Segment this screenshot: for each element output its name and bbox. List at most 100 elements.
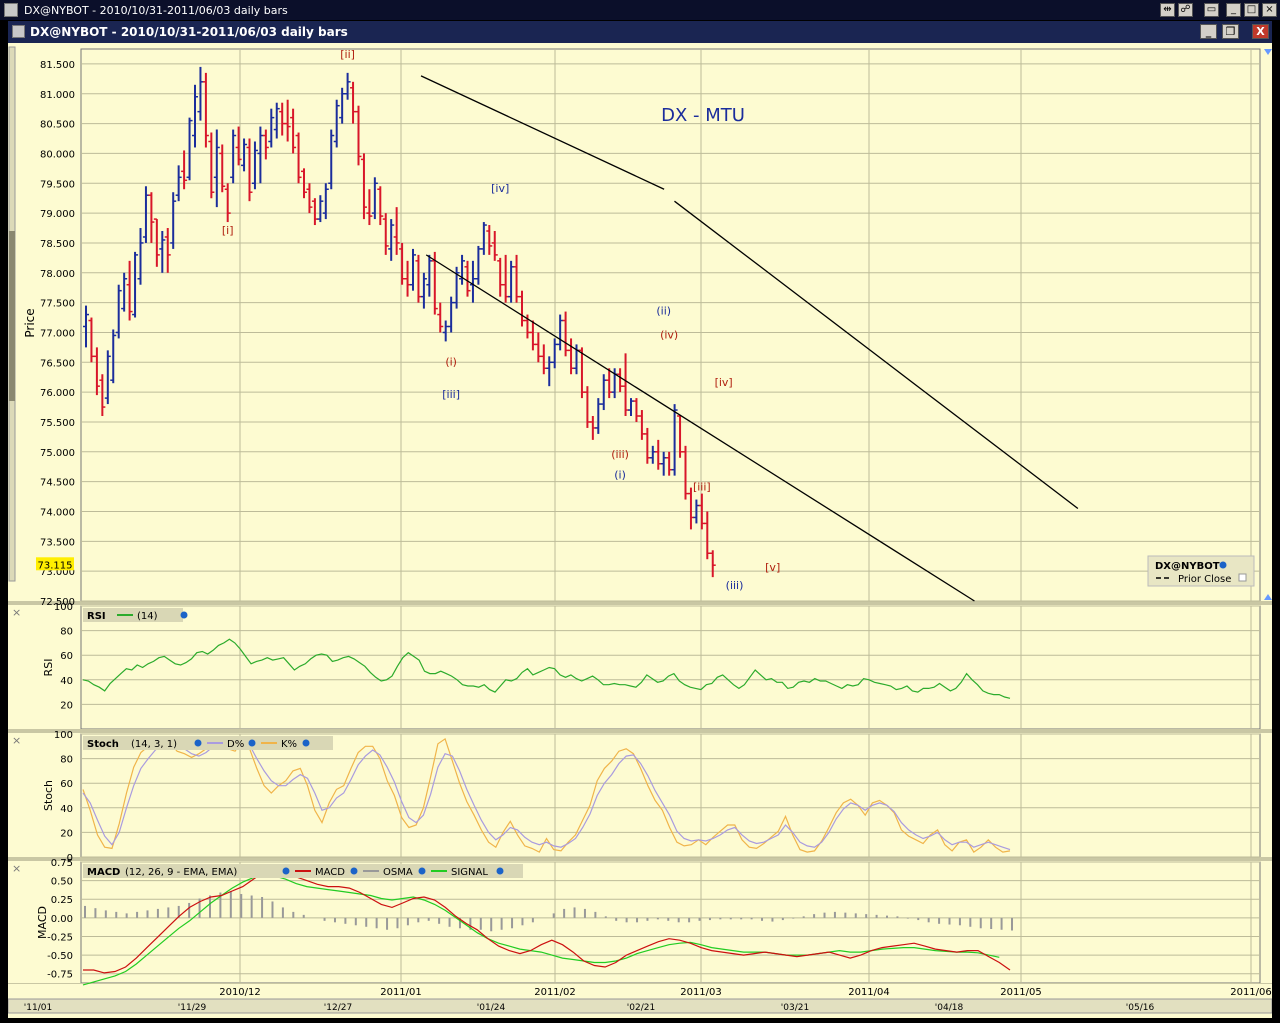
chart-canvas[interactable]: 72.500 73.000 73.500 74.000 74.500 75.000 75.5… — [7, 43, 1273, 1018]
legend-info-icon — [1219, 561, 1227, 569]
signal-line — [82, 874, 1000, 986]
rsi-axis-label: RSI — [42, 659, 55, 677]
macd-tick-label: 0.25 — [51, 895, 73, 906]
price-tick-label: 80.500 — [40, 120, 75, 131]
rsi-panel-frame — [80, 605, 1261, 730]
macd-legend-text: SIGNAL — [451, 867, 488, 878]
close-button[interactable]: × — [1262, 3, 1277, 17]
outer-window-title: DX@NYBOT - 2010/10/31-2011/06/03 daily b… — [24, 4, 288, 17]
chart-window-icon[interactable] — [12, 25, 25, 38]
stoch-legend-text: D% — [227, 739, 244, 750]
last-price-label: 73.115 — [38, 560, 73, 571]
stoch-legend-text: K% — [281, 739, 297, 750]
macd-tick-label: -0.25 — [47, 932, 73, 943]
x-axis-month-label: 2010/12 — [219, 987, 261, 998]
price-tick-label: 79.000 — [40, 209, 75, 220]
macd-tick-label: -0.50 — [47, 951, 73, 962]
macd-tick-label: 0.50 — [51, 877, 73, 888]
chart-close-button[interactable]: X — [1252, 24, 1269, 39]
trend-channel-line — [425, 254, 975, 602]
wave-label: (i) — [445, 355, 457, 368]
wave-label: [ii] — [340, 48, 355, 61]
macd-legend: MACD (12, 26, 9 - EMA, EMA) MACD OSMA SIGNAL — [83, 864, 523, 878]
wave-label: (ii) — [656, 305, 671, 318]
price-tick-label: 78.000 — [40, 269, 75, 280]
panel-separator — [8, 983, 1272, 984]
price-tick-label: 80.000 — [40, 149, 75, 160]
x-axis-week-label: '11/29 — [178, 1003, 207, 1013]
macd-legend-icon — [496, 867, 504, 875]
remove-study-icon: × — [12, 606, 21, 619]
stoch-tick-label: 100 — [54, 730, 73, 741]
rsi-tick-label: 60 — [60, 651, 73, 662]
x-axis-month-label: 2011/02 — [534, 987, 576, 998]
restore-icon[interactable]: ▭ — [1204, 3, 1219, 17]
chart-title: DX - MTU — [661, 105, 745, 126]
sync-icon[interactable]: ☍ — [1178, 3, 1193, 17]
price-axis-label: Price — [23, 308, 37, 337]
macd-legend-text: (12, 26, 9 - EMA, EMA) — [125, 867, 237, 878]
macd-legend-text: OSMA — [383, 867, 413, 878]
macd-legend-text: MACD — [87, 867, 120, 878]
wave-label: (iii) — [726, 579, 744, 592]
rsi-tick-label: 100 — [54, 602, 73, 613]
price-tick-label: 77.000 — [40, 328, 75, 339]
panel-separator — [8, 601, 1272, 605]
x-axis-week-label: '03/21 — [781, 1003, 809, 1013]
x-axis-week-label: '05/16 — [1126, 1003, 1155, 1013]
wave-label: (i) — [614, 469, 626, 482]
rsi-tick-label: 80 — [60, 627, 73, 638]
app-icon[interactable] — [4, 3, 18, 17]
left-scrollbar-thumb — [9, 231, 15, 401]
legend-box — [1147, 555, 1255, 587]
wave-label: (iii) — [611, 448, 629, 461]
chart-window-title: DX@NYBOT - 2010/10/31-2011/06/03 daily b… — [30, 25, 348, 39]
stoch-legend-text: (14, 3, 1) — [131, 739, 177, 750]
price-tick-label: 81.000 — [40, 90, 75, 101]
chart-minimize-button[interactable]: _ — [1200, 24, 1217, 39]
stoch-d-line — [82, 740, 1011, 851]
price-panel-frame — [80, 48, 1261, 602]
stoch-legend: Stoch (14, 3, 1) D% K% — [83, 736, 333, 750]
minimize-button[interactable]: _ — [1226, 3, 1241, 17]
price-tick-label: 77.500 — [40, 299, 75, 310]
x-axis-week-label: '11/01 — [24, 1003, 52, 1013]
wave-label: [v] — [765, 561, 780, 574]
macd-legend-icon — [350, 867, 358, 875]
wave-label: [i] — [222, 224, 234, 237]
x-axis-month-label: 2011/01 — [380, 987, 422, 998]
wave-label: (iv) — [660, 328, 678, 341]
maximize-button[interactable]: □ — [1244, 3, 1259, 17]
legend-symbol: DX@NYBOT — [1155, 561, 1220, 572]
legend-prior-close: Prior Close — [1178, 574, 1231, 585]
price-tick-label: 81.500 — [40, 60, 75, 71]
scroll-down-icon — [1264, 594, 1272, 600]
macd-tick-label: 0.00 — [51, 914, 73, 925]
wave-label: [iv] — [715, 376, 733, 389]
wave-label: [iv] — [491, 182, 509, 195]
price-tick-label: 73.000 — [40, 567, 75, 578]
macd-axis-label: MACD — [36, 906, 49, 939]
chart-area[interactable]: 72.500 73.000 73.500 74.000 74.500 75.000 75.5… — [7, 43, 1273, 1018]
pin-icon[interactable]: ⇹ — [1160, 3, 1175, 17]
price-tick-label: 74.000 — [40, 507, 75, 518]
macd-legend-icon — [282, 867, 290, 875]
stoch-legend-text: Stoch — [87, 739, 119, 750]
outer-title-bar: DX@NYBOT - 2010/10/31-2011/06/03 daily b… — [0, 0, 1280, 20]
x-axis-week-label: '02/21 — [627, 1003, 655, 1013]
rsi-line — [82, 638, 1011, 699]
chart-restore-button[interactable]: ❐ — [1222, 24, 1239, 39]
trend-channel-line — [420, 75, 665, 190]
stoch-axis-label: Stoch — [42, 780, 55, 811]
stoch-tick-label: 20 — [60, 828, 73, 839]
wave-label: [iii] — [442, 388, 460, 401]
macd-legend-text: MACD — [315, 867, 345, 878]
stoch-tick-label: 60 — [60, 779, 73, 790]
rsi-tick-label: 40 — [60, 676, 73, 687]
wave-label: [iii] — [693, 481, 711, 494]
stoch-tick-label: 80 — [60, 755, 73, 766]
macd-legend-icon — [418, 867, 426, 875]
price-tick-label: 79.500 — [40, 179, 75, 190]
axis-strip — [8, 43, 81, 988]
rsi-tick-label: 20 — [60, 700, 73, 711]
